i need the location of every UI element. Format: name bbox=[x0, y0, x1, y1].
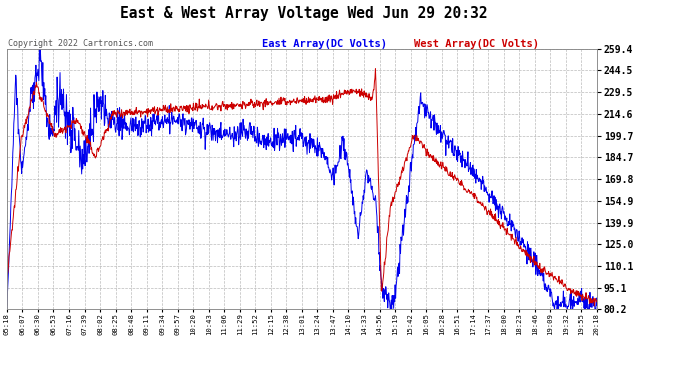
Text: East Array(DC Volts): East Array(DC Volts) bbox=[262, 39, 387, 50]
Text: West Array(DC Volts): West Array(DC Volts) bbox=[414, 39, 539, 50]
Text: Copyright 2022 Cartronics.com: Copyright 2022 Cartronics.com bbox=[8, 39, 153, 48]
Text: East & West Array Voltage Wed Jun 29 20:32: East & West Array Voltage Wed Jun 29 20:… bbox=[120, 6, 487, 21]
